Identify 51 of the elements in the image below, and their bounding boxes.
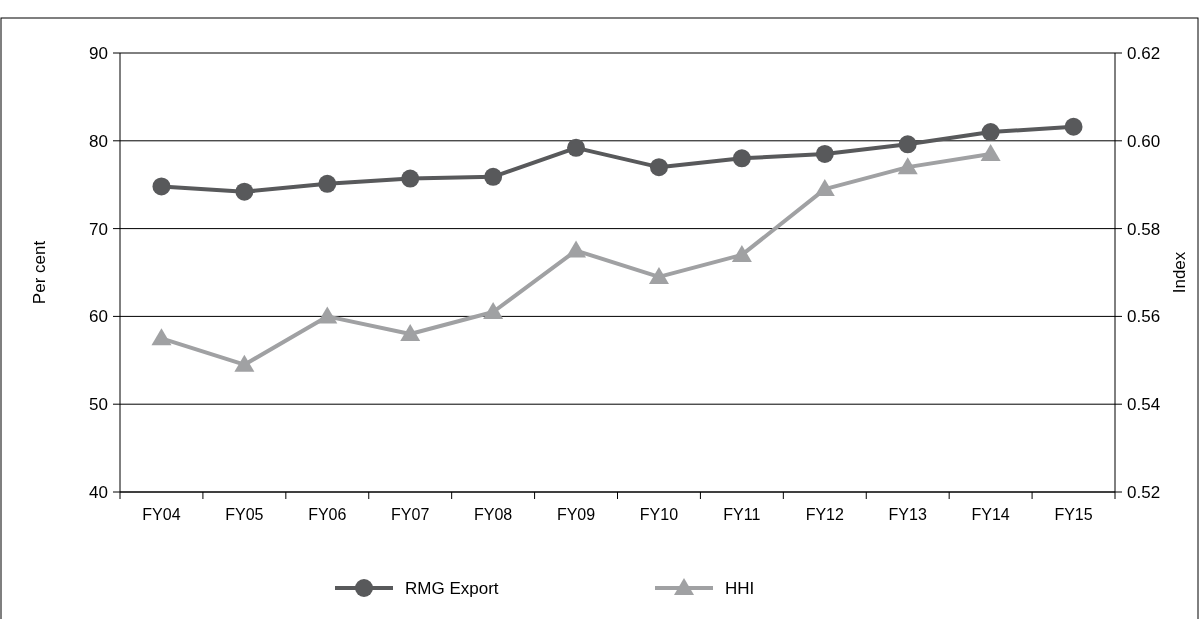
point [483, 302, 504, 320]
y-tick-label: 60 [89, 307, 108, 327]
point [897, 157, 918, 175]
x-tick-label: FY13 [888, 506, 927, 523]
y2-tick-label: 0.56 [1127, 307, 1161, 327]
y-tick-label: 80 [89, 131, 108, 151]
point [151, 328, 172, 346]
y-tick-label: 50 [89, 395, 108, 415]
x-tick-label: FY14 [971, 506, 1010, 523]
point [732, 149, 751, 168]
point [318, 174, 337, 193]
point [981, 123, 1000, 142]
y2-axis-title: Index [1170, 251, 1189, 294]
x-tick-label: FY04 [142, 506, 181, 523]
y-tick-label: 90 [89, 43, 108, 63]
y-axis-title: Per cent [30, 240, 49, 305]
x-tick-label: FY05 [225, 506, 264, 523]
legend-label: HHI [725, 578, 755, 598]
y2-tick-label: 0.54 [1127, 395, 1161, 415]
x-tick-label: FY07 [391, 506, 430, 523]
point [814, 179, 835, 197]
point [648, 266, 669, 284]
point [815, 144, 834, 163]
y-tick-label: 40 [89, 482, 108, 502]
point [731, 244, 752, 262]
legend-label: RMG Export [405, 578, 499, 598]
point [1064, 117, 1083, 136]
y-tick-label: 70 [89, 219, 108, 239]
x-tick-label: FY11 [723, 506, 761, 523]
x-tick-label: FY10 [639, 506, 679, 523]
y2-tick-label: 0.60 [1127, 131, 1161, 151]
x-tick-label: FY09 [556, 506, 596, 523]
point [152, 177, 171, 196]
x-tick-label: FY06 [308, 506, 347, 523]
point [234, 354, 255, 372]
point [649, 158, 668, 177]
point [235, 182, 254, 201]
point [484, 167, 503, 186]
x-tick-label: FY12 [805, 506, 845, 523]
point [401, 169, 420, 188]
x-tick-label: FY15 [1054, 506, 1093, 523]
point [567, 138, 586, 157]
y2-tick-label: 0.62 [1127, 43, 1161, 63]
point [566, 240, 587, 258]
point [400, 323, 421, 341]
y2-tick-label: 0.58 [1127, 219, 1161, 239]
y2-tick-label: 0.52 [1127, 482, 1161, 502]
point [317, 306, 338, 324]
point [980, 143, 1001, 161]
point [898, 135, 917, 154]
x-tick-label: FY08 [474, 506, 513, 523]
